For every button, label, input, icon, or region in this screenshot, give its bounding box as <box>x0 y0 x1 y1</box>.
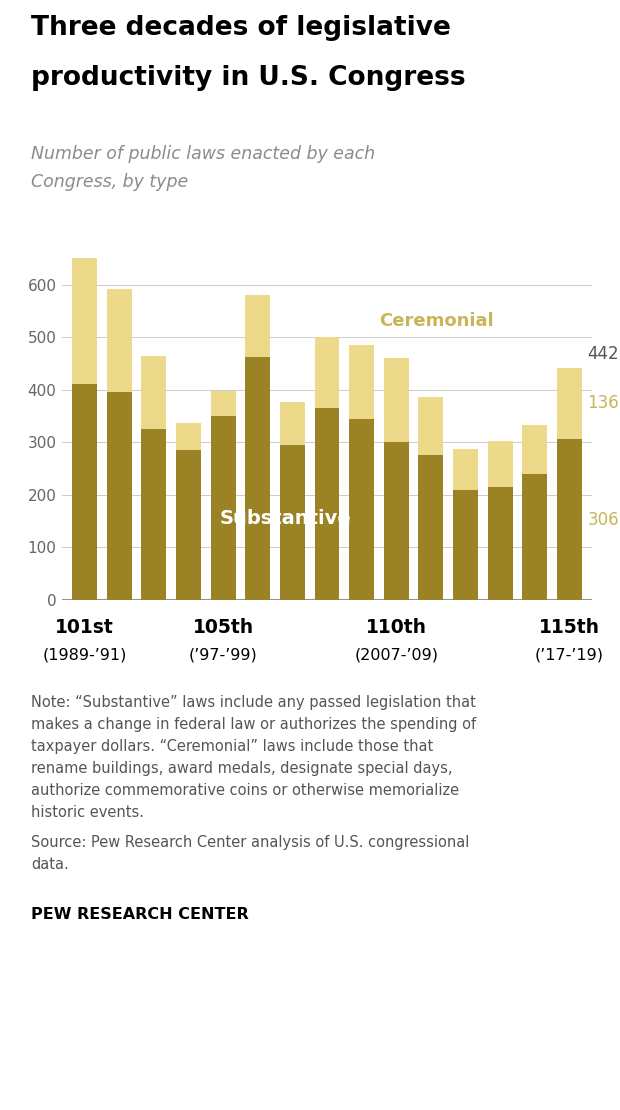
Bar <box>314 408 340 601</box>
Text: Substantive: Substantive <box>219 509 352 528</box>
Bar <box>418 396 443 455</box>
Text: data.: data. <box>31 857 69 872</box>
Text: taxpayer dollars. “Ceremonial” laws include those that: taxpayer dollars. “Ceremonial” laws incl… <box>31 739 433 754</box>
Text: 110th: 110th <box>366 618 427 637</box>
Text: Three decades of legislative: Three decades of legislative <box>31 16 451 41</box>
Text: Number of public laws enacted by each: Number of public laws enacted by each <box>31 145 375 163</box>
Bar <box>246 295 270 357</box>
Bar <box>72 259 97 384</box>
Bar <box>211 416 236 601</box>
Bar <box>314 337 340 408</box>
Bar <box>280 402 305 445</box>
Text: 105th: 105th <box>193 618 254 637</box>
Bar <box>107 392 131 601</box>
Bar <box>453 448 478 490</box>
Text: (’17-’19): (’17-’19) <box>535 648 604 663</box>
Bar <box>349 418 374 601</box>
Text: (’97-’99): (’97-’99) <box>188 648 257 663</box>
Bar <box>384 442 409 601</box>
Bar <box>488 487 513 601</box>
Bar <box>72 384 97 601</box>
Bar <box>557 440 582 601</box>
Bar <box>141 355 166 430</box>
Bar <box>523 425 547 474</box>
Bar <box>211 391 236 416</box>
Bar <box>384 359 409 442</box>
Text: Source: Pew Research Center analysis of U.S. congressional: Source: Pew Research Center analysis of … <box>31 835 469 850</box>
Text: Note: “Substantive” laws include any passed legislation that: Note: “Substantive” laws include any pas… <box>31 695 476 710</box>
Text: authorize commemorative coins or otherwise memorialize: authorize commemorative coins or otherwi… <box>31 783 459 798</box>
Text: historic events.: historic events. <box>31 805 144 820</box>
Text: rename buildings, award medals, designate special days,: rename buildings, award medals, designat… <box>31 761 453 776</box>
Text: PEW RESEARCH CENTER: PEW RESEARCH CENTER <box>31 907 249 922</box>
Text: Ceremonial: Ceremonial <box>379 312 494 331</box>
Text: productivity in U.S. Congress: productivity in U.S. Congress <box>31 65 466 91</box>
Text: 442: 442 <box>588 345 619 363</box>
Bar <box>453 490 478 601</box>
Text: makes a change in federal law or authorizes the spending of: makes a change in federal law or authori… <box>31 717 476 731</box>
Text: 136: 136 <box>588 394 619 413</box>
Bar <box>246 357 270 601</box>
Bar <box>349 345 374 418</box>
Bar <box>141 430 166 601</box>
Bar <box>418 455 443 601</box>
Bar <box>523 474 547 601</box>
Bar <box>176 423 201 451</box>
Text: Congress, by type: Congress, by type <box>31 173 188 191</box>
Text: 115th: 115th <box>539 618 600 637</box>
Bar <box>488 441 513 487</box>
Text: 306: 306 <box>588 511 619 528</box>
Bar <box>107 289 131 392</box>
Bar <box>280 445 305 601</box>
Text: (1989-’91): (1989-’91) <box>42 648 126 663</box>
Text: (2007-’09): (2007-’09) <box>354 648 438 663</box>
Text: 101st: 101st <box>55 618 114 637</box>
Bar <box>557 367 582 440</box>
Bar <box>176 451 201 601</box>
